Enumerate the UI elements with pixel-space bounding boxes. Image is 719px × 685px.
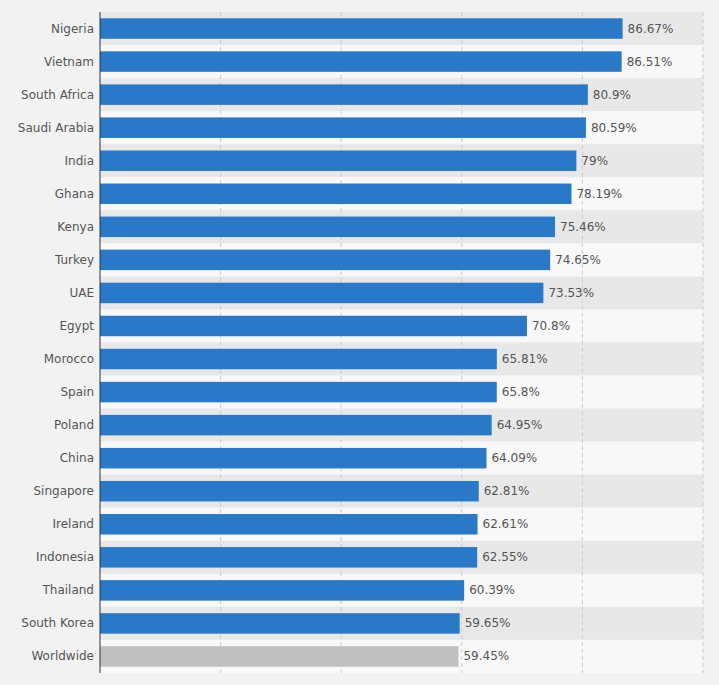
bar [100, 547, 477, 567]
row-stripe [100, 309, 703, 342]
bar [100, 481, 479, 501]
y-tick-label: Turkey [54, 253, 94, 267]
y-tick-label: Ireland [52, 517, 94, 531]
y-tick-label: Spain [60, 385, 94, 399]
row-stripe [100, 640, 703, 673]
row-stripe [100, 508, 703, 541]
data-label: 80.59% [591, 121, 637, 135]
axis-line [100, 12, 101, 673]
bar [100, 283, 543, 303]
row-stripe [100, 111, 703, 144]
bar [100, 184, 571, 204]
data-labels: 86.67% 86.51% 80.9% 80.59% 79% 78.19% 75.46% 74… [463, 22, 673, 664]
y-tick-label: Vietnam [44, 55, 94, 69]
y-tick-label: Indonesia [36, 550, 94, 564]
data-label: 65.81% [502, 352, 548, 366]
y-tick-label: Worldwide [31, 649, 94, 663]
data-label: 75.46% [560, 220, 606, 234]
y-tick-label: Poland [54, 418, 94, 432]
bar [100, 646, 458, 666]
y-tick-label: Nigeria [51, 22, 94, 36]
chart: 86.67% 86.51% 80.9% 80.59% 79% 78.19% 75.46% 74… [0, 0, 719, 685]
y-tick-labels: Nigeria Vietnam South Africa Saudi Arabia In… [18, 22, 94, 664]
bar [100, 18, 623, 38]
bar [100, 514, 478, 534]
row-stripe [100, 475, 703, 508]
bars [100, 18, 623, 666]
y-tick-label: Thailand [41, 583, 94, 597]
bar [100, 51, 622, 71]
row-stripe [100, 343, 703, 376]
row-stripe [100, 409, 703, 442]
data-label: 80.9% [593, 88, 631, 102]
data-label: 73.53% [548, 286, 594, 300]
y-tick-label: Saudi Arabia [18, 121, 94, 135]
row-stripe [100, 210, 703, 243]
bar [100, 448, 486, 468]
bar [100, 316, 527, 336]
data-label: 86.67% [628, 22, 674, 36]
y-tick-label: South Africa [21, 88, 94, 102]
data-label: 65.8% [502, 385, 540, 399]
grid-line [582, 12, 583, 673]
row-stripe [100, 243, 703, 276]
data-label: 78.19% [576, 187, 622, 201]
bar [100, 580, 464, 600]
bar [100, 150, 576, 170]
y-tick-label: Egypt [59, 319, 94, 333]
row-stripes [100, 12, 703, 673]
bar [100, 415, 492, 435]
grid [221, 12, 703, 673]
data-label: 59.65% [465, 616, 511, 630]
data-label: 64.95% [497, 418, 543, 432]
y-tick-label: Morocco [44, 352, 94, 366]
bar [100, 382, 497, 402]
row-stripe [100, 541, 703, 574]
data-label: 64.09% [491, 451, 537, 465]
y-tick-label: India [65, 154, 94, 168]
bar [100, 250, 550, 270]
bar [100, 613, 460, 633]
row-stripe [100, 12, 703, 45]
data-label: 62.81% [484, 484, 530, 498]
data-label: 70.8% [532, 319, 570, 333]
grid-line [703, 12, 704, 673]
y-tick-label: Ghana [55, 187, 94, 201]
row-stripe [100, 45, 703, 78]
bar [100, 84, 588, 104]
row-stripe [100, 442, 703, 475]
y-tick-label: Kenya [57, 220, 94, 234]
row-stripe [100, 78, 703, 111]
grid-line [341, 12, 342, 673]
data-label: 62.61% [483, 517, 529, 531]
data-label: 60.39% [469, 583, 515, 597]
y-tick-label: China [60, 451, 94, 465]
row-stripe [100, 276, 703, 309]
row-stripe [100, 574, 703, 607]
data-label: 62.55% [482, 550, 528, 564]
data-label: 74.65% [555, 253, 601, 267]
bar [100, 217, 555, 237]
bar [100, 349, 497, 369]
y-tick-label: South Korea [21, 616, 94, 630]
row-stripe [100, 144, 703, 177]
y-tick-label: UAE [69, 286, 94, 300]
data-label: 79% [581, 154, 608, 168]
grid-line [461, 12, 462, 673]
y-tick-label: Singapore [33, 484, 94, 498]
bar [100, 117, 586, 137]
row-stripe [100, 607, 703, 640]
data-label: 86.51% [627, 55, 673, 69]
row-stripe [100, 177, 703, 210]
row-stripe [100, 376, 703, 409]
data-label: 59.45% [463, 649, 509, 663]
grid-line [220, 12, 221, 673]
